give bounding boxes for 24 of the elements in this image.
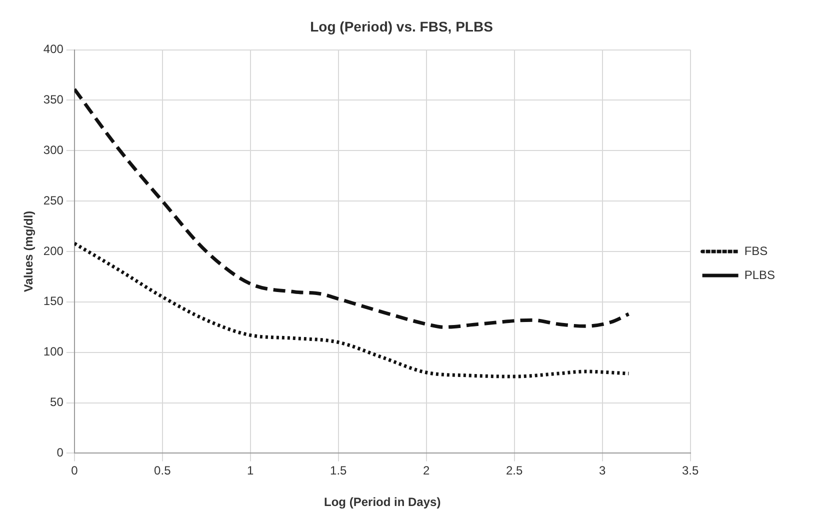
x-tick-label: 2.5 [506, 464, 524, 478]
y-tick-label: 0 [56, 446, 64, 460]
legend-label: PLBS [744, 268, 775, 282]
y-tick-label: 400 [43, 42, 64, 56]
chart-title: Log (Period) vs. FBS, PLBS [310, 18, 493, 34]
y-tick-label: 250 [43, 193, 64, 208]
y-tick-label: 300 [43, 142, 64, 157]
x-tick-label: 1.5 [330, 464, 348, 478]
x-tick-label: 3.5 [682, 464, 699, 478]
y-tick-label: 150 [43, 294, 64, 308]
line-series [74, 242, 630, 378]
x-tick-label: 0 [71, 464, 78, 478]
x-tick-label: 0.5 [154, 464, 172, 478]
x-tick-label: 1 [247, 464, 254, 478]
x-axis-title: Log (Period in Days) [324, 495, 441, 510]
x-tick-label: 2 [423, 464, 430, 478]
y-tick-label: 350 [43, 92, 64, 107]
y-tick-label: 100 [43, 344, 64, 359]
y-axis-title: Values (mg/dl) [22, 210, 36, 292]
line-series [74, 87, 630, 329]
y-tick-label: 50 [50, 395, 64, 410]
legend-label: FBS [744, 244, 768, 258]
x-tick-label: 3 [598, 464, 606, 478]
y-tick-label: 200 [43, 244, 64, 258]
